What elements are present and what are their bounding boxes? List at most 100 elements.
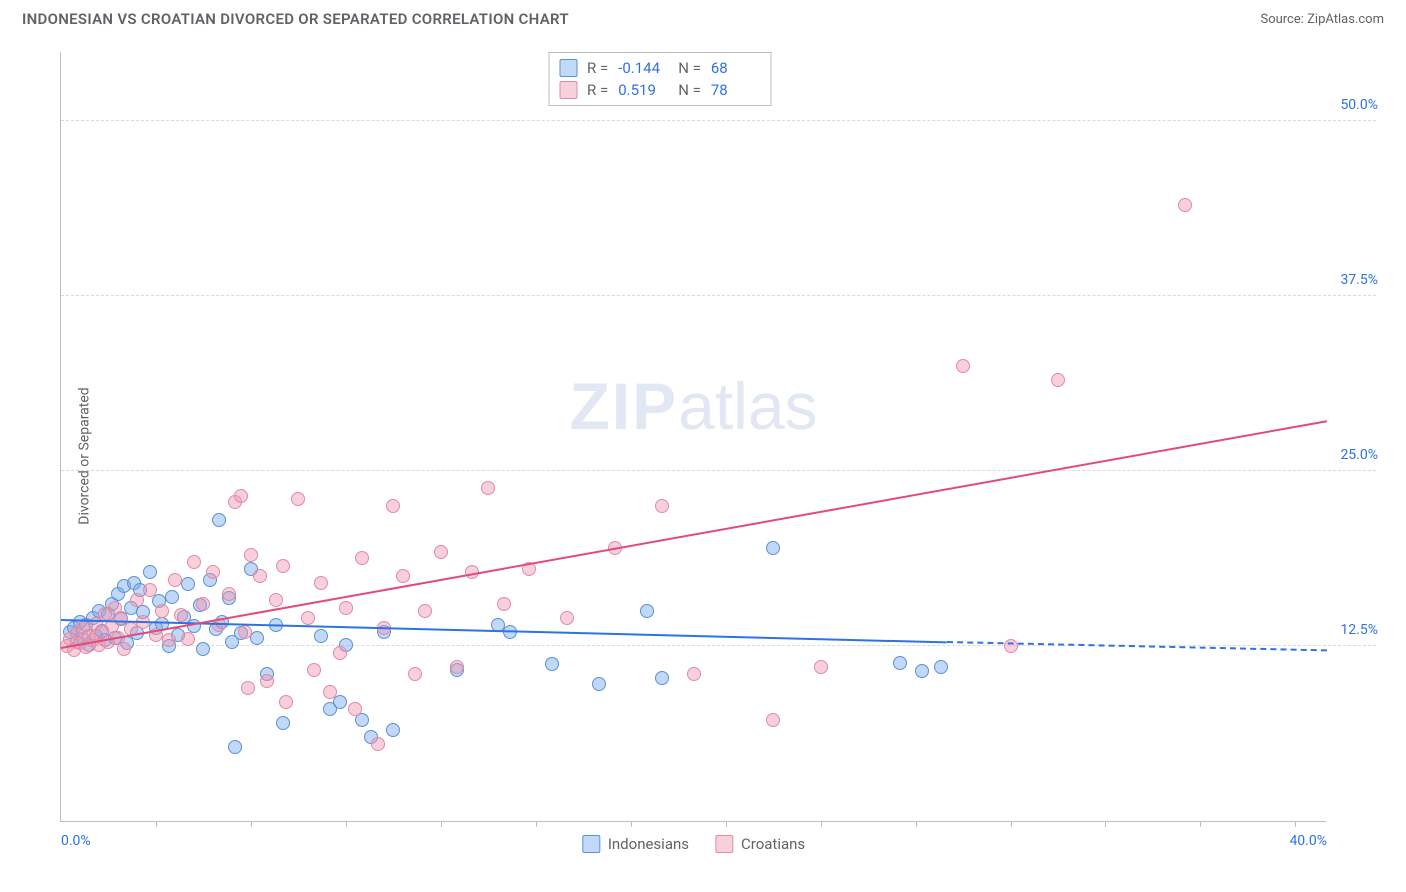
legend-item: Indonesians: [582, 835, 689, 853]
grid-line: [61, 295, 1376, 296]
data-point: [915, 664, 929, 678]
y-tick-label: 12.5%: [1340, 622, 1378, 638]
r-label: R =: [587, 59, 608, 77]
x-tick: [1200, 821, 1201, 827]
series-swatch: [559, 59, 577, 77]
data-point: [222, 587, 236, 601]
chart-container: Divorced or Separated ZIPatlas R =-0.144…: [20, 40, 1386, 872]
data-point: [307, 663, 321, 677]
data-point: [592, 677, 606, 691]
data-point: [481, 481, 495, 495]
chart-title: INDONESIAN VS CROATIAN DIVORCED OR SEPAR…: [22, 10, 569, 28]
data-point: [1178, 198, 1192, 212]
x-tick: [726, 821, 727, 827]
data-point: [181, 577, 195, 591]
data-point: [143, 565, 157, 579]
data-point: [934, 660, 948, 674]
data-point: [162, 633, 176, 647]
x-tick: [916, 821, 917, 827]
watermark-zip: ZIP: [569, 369, 678, 443]
data-point: [655, 671, 669, 685]
data-point: [814, 660, 828, 674]
stats-legend-box: R =-0.144N =68R =0.519N =78: [548, 52, 772, 106]
data-point: [371, 737, 385, 751]
data-point: [766, 713, 780, 727]
data-point: [314, 629, 328, 643]
x-tick: [1105, 821, 1106, 827]
data-point: [168, 573, 182, 587]
data-point: [244, 548, 258, 562]
legend-item: Croatians: [715, 835, 805, 853]
y-tick-label: 50.0%: [1340, 97, 1378, 113]
legend-label: Indonesians: [608, 835, 689, 853]
data-point: [117, 642, 131, 656]
legend-label: Croatians: [741, 835, 805, 853]
data-point: [408, 667, 422, 681]
x-tick: [1295, 821, 1296, 827]
data-point: [238, 625, 252, 639]
data-point: [241, 681, 255, 695]
data-point: [545, 657, 559, 671]
data-point: [212, 513, 226, 527]
data-point: [155, 604, 169, 618]
data-point: [640, 604, 654, 618]
n-label: N =: [678, 81, 701, 99]
data-point: [339, 601, 353, 615]
data-point: [196, 642, 210, 656]
x-tick: [1011, 821, 1012, 827]
data-point: [260, 674, 274, 688]
data-point: [181, 632, 195, 646]
x-tick: [441, 821, 442, 827]
data-point: [187, 555, 201, 569]
data-point: [766, 541, 780, 555]
series-swatch: [559, 81, 577, 99]
data-point: [355, 551, 369, 565]
data-point: [174, 608, 188, 622]
data-point: [234, 489, 248, 503]
data-point: [348, 702, 362, 716]
data-point: [196, 597, 210, 611]
stats-row: R =-0.144N =68: [559, 57, 761, 79]
r-label: R =: [587, 81, 608, 99]
data-point: [396, 569, 410, 583]
plot-area: ZIPatlas R =-0.144N =68R =0.519N =78 Ind…: [60, 52, 1326, 822]
trend-line: [61, 420, 1327, 649]
data-point: [253, 569, 267, 583]
data-point: [301, 611, 315, 625]
data-point: [386, 499, 400, 513]
source-attribution: Source: ZipAtlas.com: [1260, 12, 1384, 27]
grid-line: [61, 120, 1376, 121]
data-point: [450, 660, 464, 674]
stats-row: R = 0.519 N = 78: [559, 79, 761, 101]
data-point: [143, 583, 157, 597]
data-point: [323, 685, 337, 699]
data-point: [434, 545, 448, 559]
data-point: [269, 593, 283, 607]
legend-swatch: [715, 835, 733, 853]
data-point: [956, 359, 970, 373]
data-point: [314, 576, 328, 590]
x-tick: [631, 821, 632, 827]
header-bar: INDONESIAN VS CROATIAN DIVORCED OR SEPAR…: [0, 0, 1406, 34]
data-point: [655, 499, 669, 513]
data-point: [206, 565, 220, 579]
y-tick-label: 25.0%: [1340, 447, 1378, 463]
data-point: [560, 611, 574, 625]
data-point: [250, 631, 264, 645]
x-tick: [156, 821, 157, 827]
data-point: [291, 492, 305, 506]
data-point: [386, 723, 400, 737]
data-point: [497, 597, 511, 611]
n-value: 78: [711, 81, 761, 99]
data-point: [165, 590, 179, 604]
y-tick-label: 37.5%: [1340, 272, 1378, 288]
data-point: [893, 656, 907, 670]
data-point: [130, 593, 144, 607]
watermark-atlas: atlas: [678, 369, 817, 443]
r-value: -0.144: [618, 59, 668, 77]
x-tick: [251, 821, 252, 827]
x-tick: [536, 821, 537, 827]
r-value: 0.519: [618, 81, 668, 99]
watermark: ZIPatlas: [569, 368, 817, 444]
legend-swatch: [582, 835, 600, 853]
